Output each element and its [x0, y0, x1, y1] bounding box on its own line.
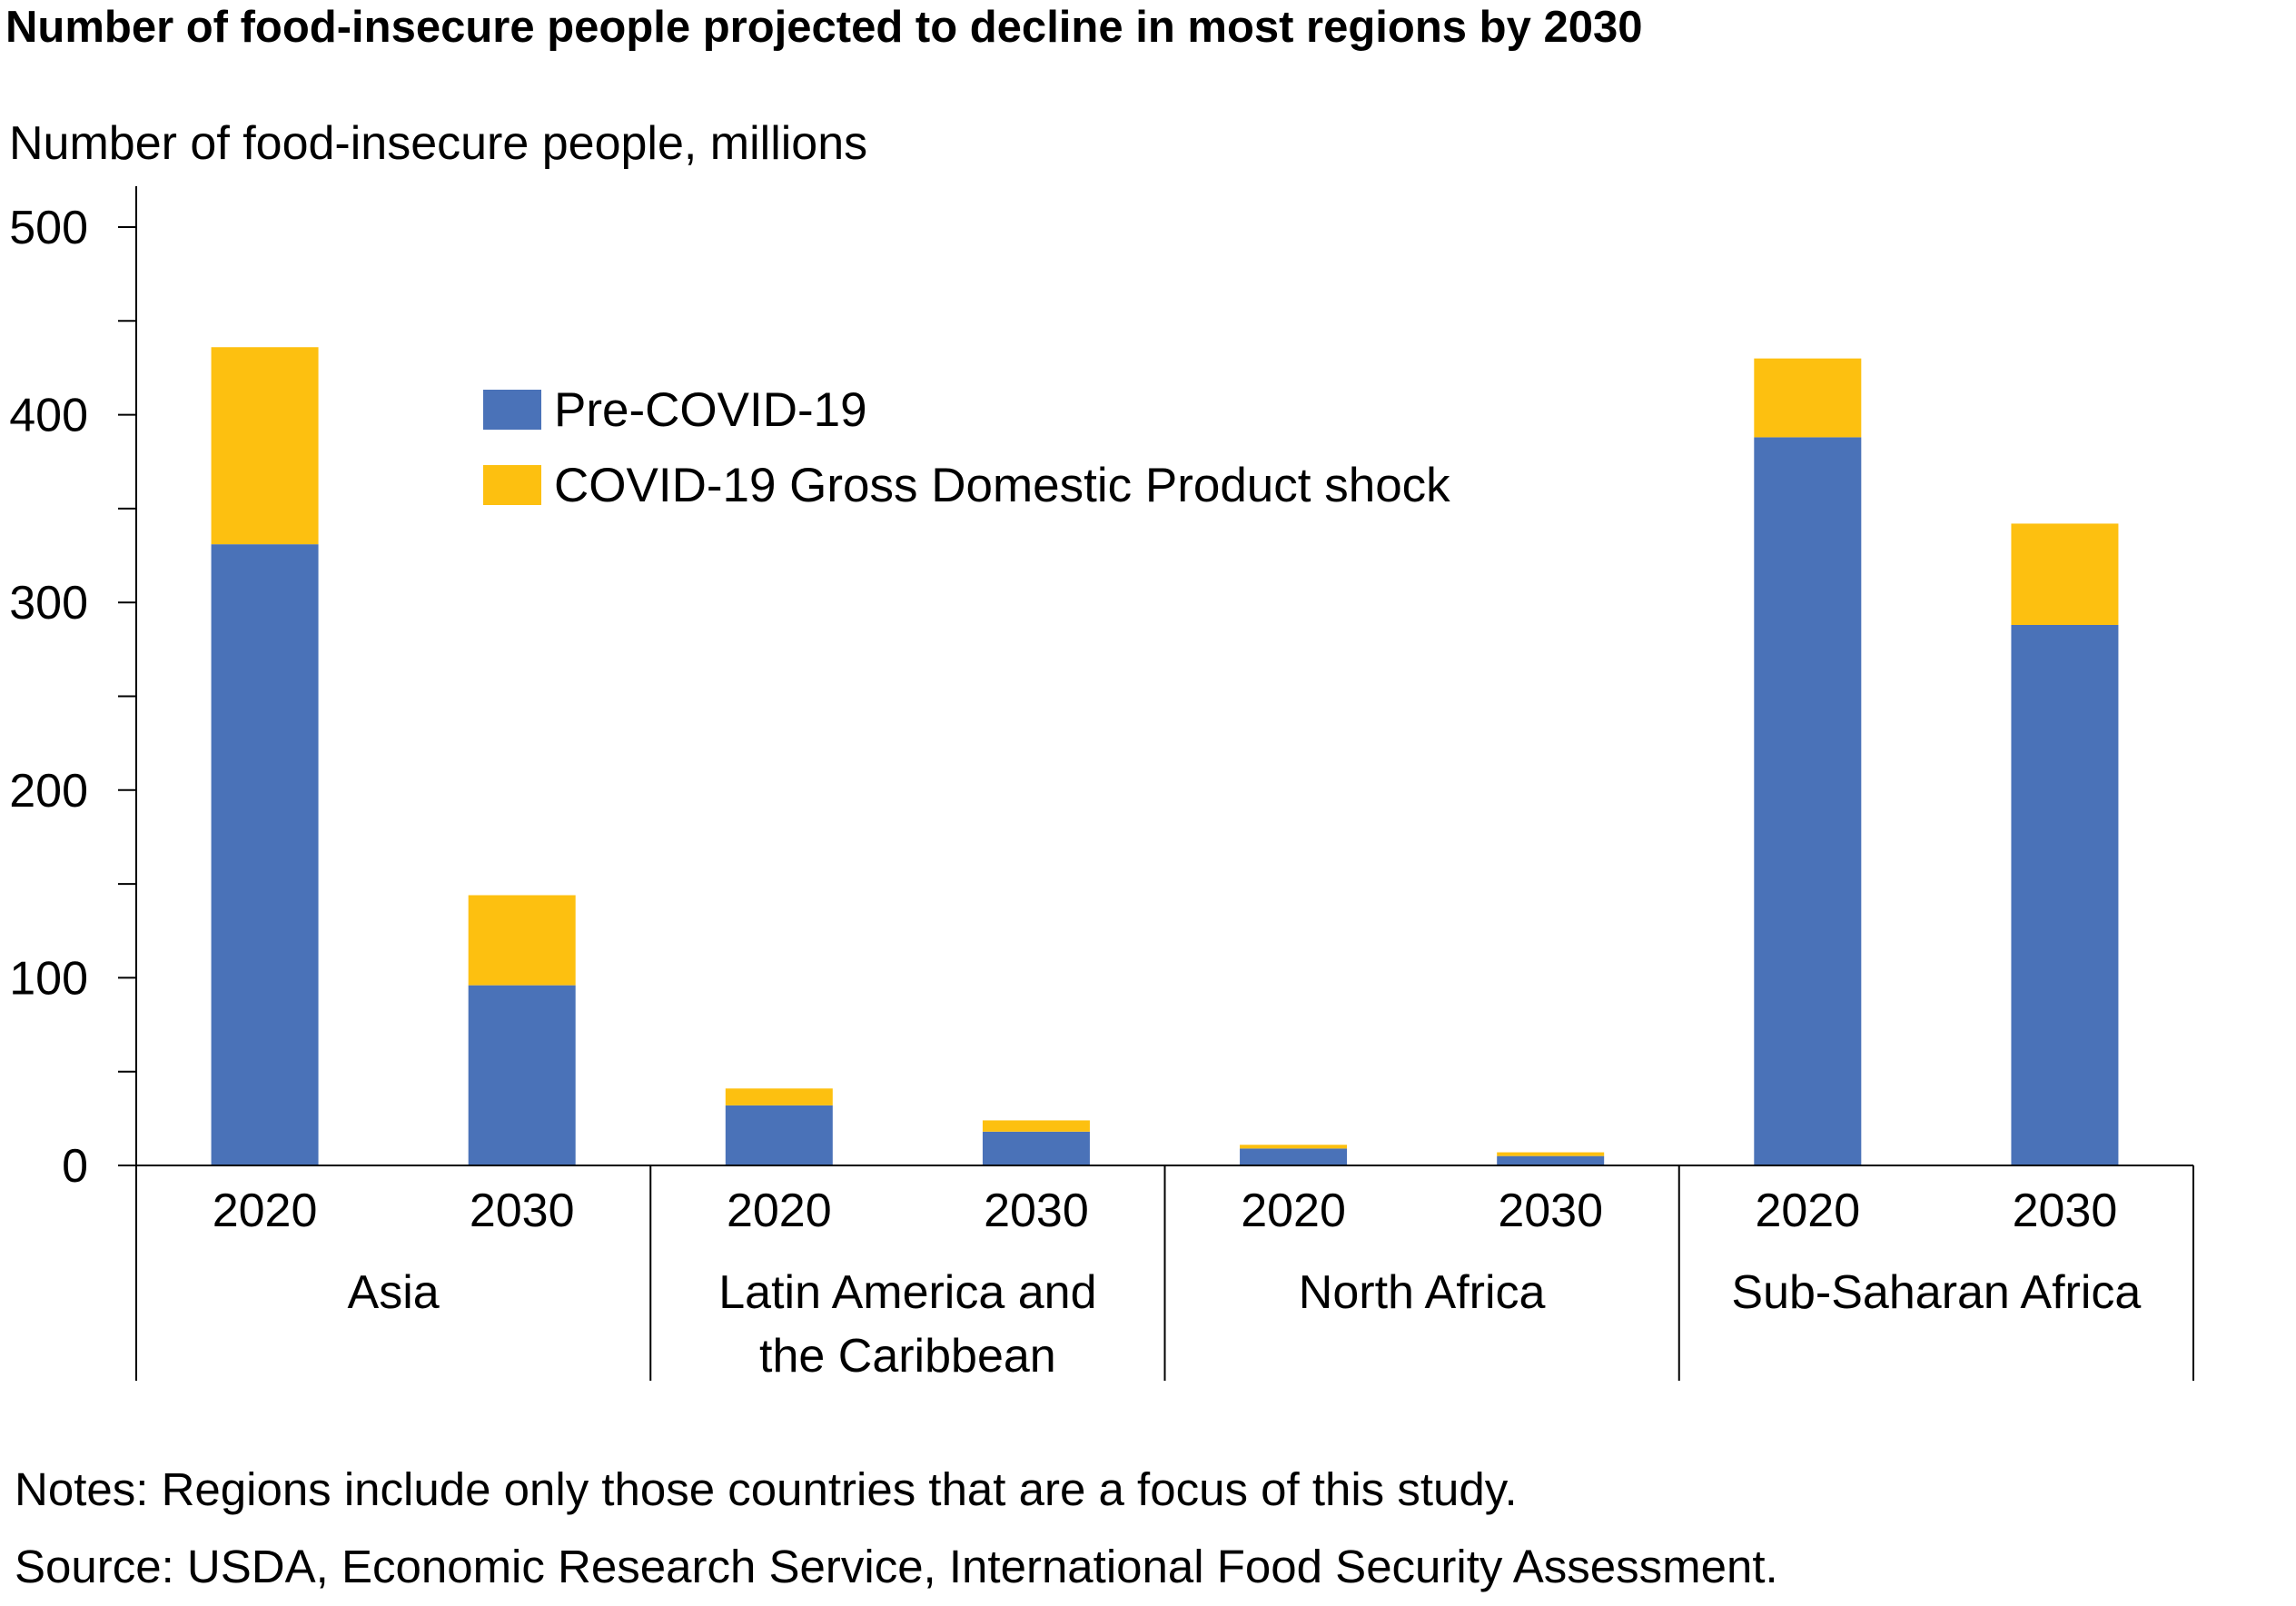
bar-segment-pre-covid — [982, 1131, 1090, 1165]
group-label: North Africa — [1299, 1266, 1546, 1319]
legend-swatch — [483, 465, 541, 505]
y-tick-label: 300 — [9, 577, 88, 630]
y-tick-label: 400 — [9, 390, 88, 442]
bar-segment-covid-shock — [982, 1120, 1090, 1132]
bar-segment-pre-covid — [211, 544, 319, 1165]
bars-layer — [211, 347, 2119, 1166]
bar-segment-covid-shock — [211, 347, 319, 545]
x-tick-label: 2020 — [1755, 1185, 1860, 1237]
chart-source: Source: USDA, Economic Research Service,… — [15, 1541, 1778, 1592]
legend-label: COVID-19 Gross Domestic Product shock — [554, 459, 1450, 512]
x-tick-label: 2030 — [2013, 1185, 2118, 1237]
axes-layer: 0 100 200 300 400 500 2020 2030 Asia 2020 2030 Lati… — [9, 186, 2194, 1383]
x-tick-label: 2020 — [213, 1185, 318, 1237]
bar-segment-covid-shock — [1497, 1152, 1605, 1156]
bar-segment-pre-covid — [1240, 1148, 1348, 1165]
group-label: the Caribbean — [759, 1330, 1056, 1383]
bar-segment-pre-covid — [1497, 1155, 1605, 1165]
y-tick-label: 0 — [62, 1140, 88, 1193]
y-tick-label: 100 — [9, 952, 88, 1005]
group-label: Sub-Saharan Africa — [1731, 1266, 2141, 1319]
bar-segment-covid-shock — [2011, 523, 2119, 625]
group-label: Latin America and — [718, 1266, 1096, 1319]
stacked-bar-chart: Number of food-insecure people, millions… — [9, 117, 2194, 1383]
x-tick-label: 2020 — [1241, 1185, 1346, 1237]
bar-segment-pre-covid — [468, 985, 576, 1165]
group-label: Asia — [348, 1266, 440, 1319]
bar-segment-pre-covid — [725, 1105, 833, 1165]
legend: Pre-COVID-19 COVID-19 Gross Domestic Prod… — [483, 383, 1450, 512]
bar-segment-pre-covid — [1754, 437, 1862, 1166]
x-tick-label: 2030 — [984, 1185, 1089, 1237]
bar-segment-covid-shock — [1240, 1145, 1348, 1149]
chart-title: Number of food-insecure people projected… — [5, 3, 1643, 52]
x-tick-label: 2020 — [727, 1185, 832, 1237]
x-tick-label: 2030 — [470, 1185, 575, 1237]
bar-segment-covid-shock — [468, 895, 576, 986]
bar-segment-covid-shock — [725, 1088, 833, 1105]
legend-swatch — [483, 390, 541, 430]
x-tick-label: 2030 — [1498, 1185, 1603, 1237]
chart-notes: Notes: Regions include only those countr… — [15, 1463, 1518, 1515]
y-axis-label: Number of food-insecure people, millions — [9, 117, 867, 170]
y-tick-label: 200 — [9, 765, 88, 818]
legend-label: Pre-COVID-19 — [554, 383, 867, 437]
bar-segment-pre-covid — [2011, 624, 2119, 1165]
y-tick-label: 500 — [9, 202, 88, 254]
bar-segment-covid-shock — [1754, 358, 1862, 438]
